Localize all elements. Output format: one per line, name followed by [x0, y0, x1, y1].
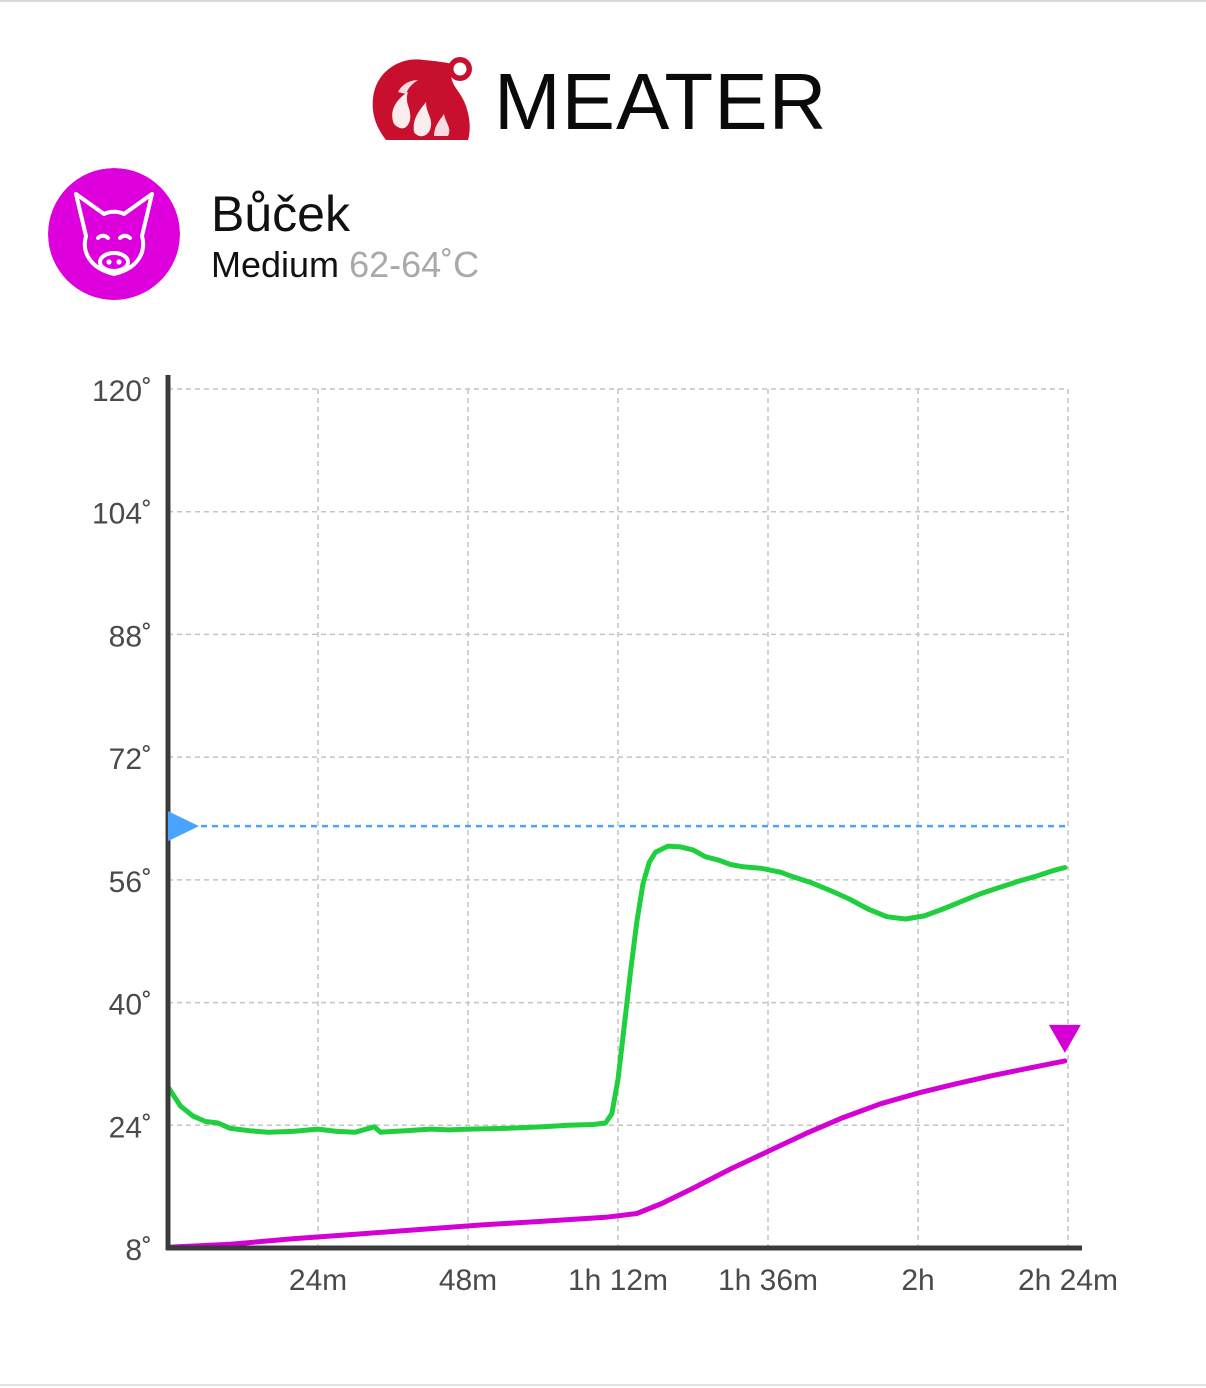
meat-doneness-line: Medium 62-64˚C — [211, 244, 479, 286]
internal-temperature-marker[interactable] — [1048, 1024, 1081, 1053]
y-tick-label: 40˚ — [109, 989, 152, 1022]
x-axis-labels: 24m 48m 1h 12m 1h 36m 2h 2h 24m — [289, 1264, 1118, 1297]
pig-face-icon — [48, 168, 180, 300]
y-tick-label: 8˚ — [125, 1234, 152, 1267]
brand-header: MEATER — [0, 40, 1206, 150]
x-tick-label: 2h — [901, 1264, 934, 1297]
temperature-chart: 8˚ 24˚ 40˚ 56˚ 72˚ 88˚ 104˚ 120˚ 24m 48m 1h 12m 1h… — [92, 375, 1118, 1297]
y-tick-label: 72˚ — [109, 743, 152, 776]
internal-temperature-line — [165, 1058, 1068, 1250]
y-tick-label: 120˚ — [92, 375, 152, 408]
brand-name: MEATER — [494, 57, 828, 146]
y-axis-labels: 8˚ 24˚ 40˚ 56˚ 72˚ 88˚ 104˚ 120˚ — [92, 375, 152, 1267]
top-divider — [0, 0, 1206, 2]
bottom-divider — [0, 1384, 1206, 1386]
y-tick-label: 24˚ — [109, 1111, 152, 1144]
x-tick-label: 48m — [439, 1264, 497, 1297]
y-tick-label: 56˚ — [109, 866, 152, 899]
target-temperature-marker[interactable] — [168, 811, 199, 842]
y-tick-label: 88˚ — [109, 620, 152, 653]
doneness-label: Medium — [211, 244, 340, 285]
doneness-range: 62-64˚C — [349, 244, 480, 285]
meater-flame-logo-icon — [372, 57, 472, 140]
chart-grid — [168, 388, 1069, 1248]
y-tick-label: 104˚ — [92, 498, 152, 531]
x-tick-label: 1h 12m — [568, 1264, 668, 1297]
x-tick-label: 24m — [289, 1264, 347, 1297]
ambient-temperature-line — [165, 843, 1068, 1135]
meat-name: Bůček — [211, 186, 350, 242]
x-tick-label: 2h 24m — [1018, 1264, 1118, 1297]
x-tick-label: 1h 36m — [718, 1264, 818, 1297]
